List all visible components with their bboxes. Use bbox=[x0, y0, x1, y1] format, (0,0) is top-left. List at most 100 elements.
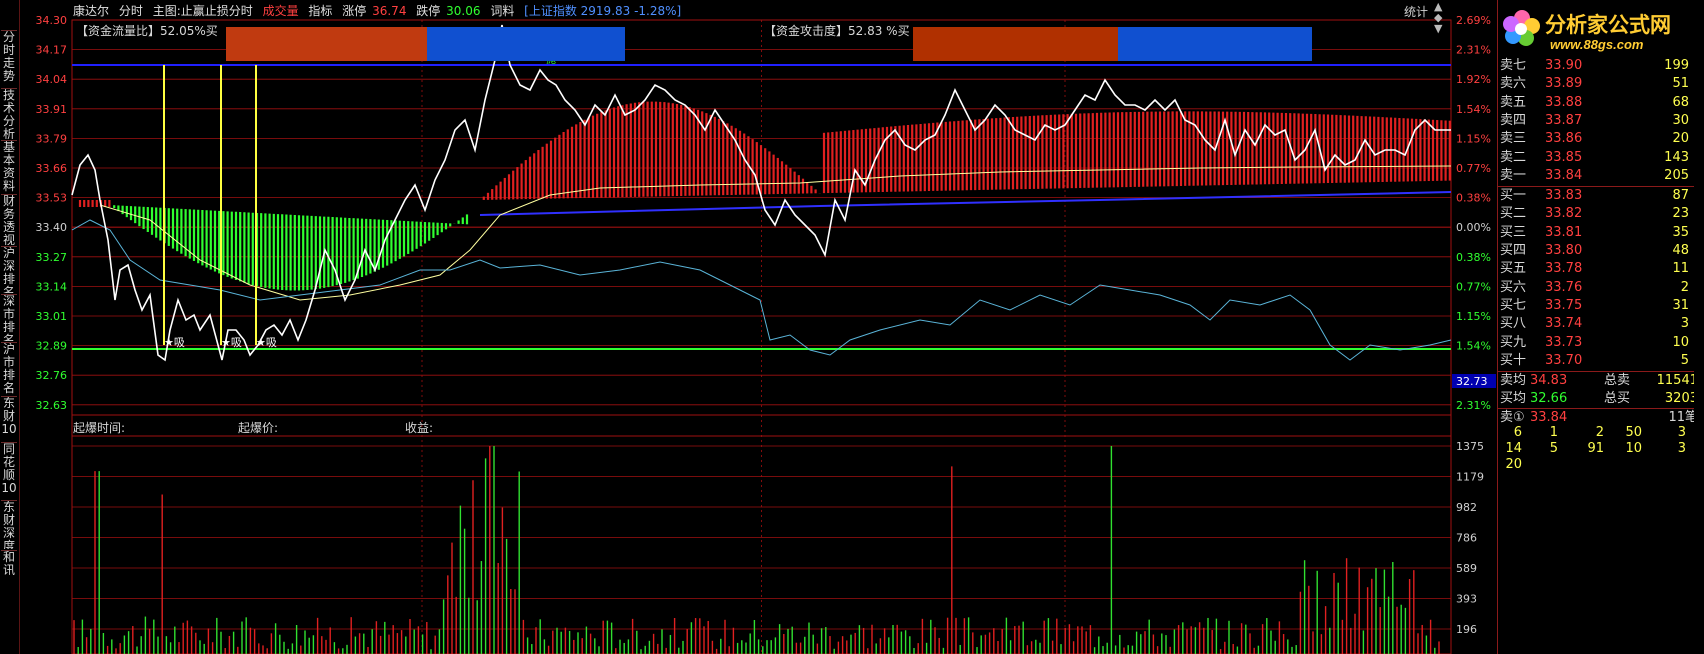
limit-up-label: 涨停 bbox=[342, 4, 367, 18]
pct-tick-label: 1.54% bbox=[1456, 103, 1491, 116]
nav-tab-6[interactable]: 沪市排名 bbox=[1, 342, 17, 395]
pct-tick-label: 0.77% bbox=[1456, 162, 1491, 175]
ob-volume: 68 bbox=[1672, 94, 1689, 110]
volume-tick-label: 1179 bbox=[1456, 471, 1484, 484]
stock-name: 康达尔 bbox=[73, 4, 110, 18]
menu-volume[interactable]: 成交量 bbox=[262, 4, 299, 18]
ob-price: 33.82 bbox=[1545, 206, 1583, 222]
bid-row[interactable]: 买七 33.75 31 bbox=[1500, 297, 1695, 315]
ob-volume: 87 bbox=[1672, 188, 1689, 204]
tick-row: 14 5 91 10 3 bbox=[1505, 441, 1686, 457]
buy-marker: ★吸 bbox=[164, 336, 185, 349]
nav-tab-3[interactable]: 财务透视 bbox=[1, 194, 17, 245]
limit-down-label: 跌停 bbox=[416, 4, 441, 18]
average-line bbox=[99, 165, 1452, 301]
volume-tick-label: 1375 bbox=[1456, 440, 1484, 453]
bid-row[interactable]: 买五 33.78 11 bbox=[1500, 260, 1695, 278]
flower-icon bbox=[1503, 10, 1540, 46]
ask-row[interactable]: 卖六 33.89 51 bbox=[1500, 75, 1695, 93]
flow-ratio-bar-red bbox=[226, 27, 427, 61]
ob-label: 卖一 bbox=[1500, 167, 1527, 183]
ob-label: 买四 bbox=[1500, 243, 1527, 258]
order-book-panel: 分析家公式网 www.88gs.com 卖七 33.90 199 卖六 33.89 51 卖… bbox=[1497, 0, 1704, 654]
nav-tab-9[interactable]: 东财深度 bbox=[1, 500, 17, 549]
price-tick-label: 33.27 bbox=[36, 251, 68, 264]
ob-label: 买三 bbox=[1500, 224, 1527, 240]
ob-label: 买九 bbox=[1500, 334, 1527, 350]
volume-tick-label: 982 bbox=[1456, 501, 1477, 514]
bid-row[interactable]: 买三 33.81 35 bbox=[1500, 224, 1695, 242]
bid-row[interactable]: 买十 33.70 5 bbox=[1500, 352, 1695, 370]
nav-tab-2[interactable]: 基本资料 bbox=[1, 140, 17, 193]
chart-header: 康达尔 分时 主图:止赢止损分时 成交量 指标 涨停 36.74 跌停 30.0… bbox=[73, 2, 687, 20]
ob-volume: 30 bbox=[1672, 112, 1689, 128]
ask-row[interactable]: 卖七 33.90 199 bbox=[1500, 57, 1695, 75]
nav-tab-4[interactable]: 沪深排名 bbox=[1, 246, 17, 293]
bid-row[interactable]: 买四 33.80 48 bbox=[1500, 242, 1695, 260]
ob-label: 买一 bbox=[1500, 188, 1527, 204]
price-tick-label: 33.40 bbox=[36, 221, 68, 234]
subpanel-label-1: 起爆价: bbox=[238, 421, 278, 435]
ob-price: 33.83 bbox=[1545, 188, 1583, 204]
ask-row[interactable]: 卖四 33.87 30 bbox=[1500, 112, 1695, 130]
bid-row[interactable]: 买八 33.74 3 bbox=[1500, 315, 1695, 333]
ob-price: 33.88 bbox=[1545, 94, 1583, 110]
ob-price: 33.85 bbox=[1545, 149, 1583, 165]
index-quote[interactable]: [上证指数 2919.83 -1.28%] bbox=[524, 4, 682, 18]
ob-label: 买八 bbox=[1500, 316, 1527, 332]
bid-row[interactable]: 买六 33.76 2 bbox=[1500, 279, 1695, 297]
volume-tick-label: 196 bbox=[1456, 623, 1477, 636]
nav-tab-8[interactable]: 同花顺10 bbox=[1, 442, 17, 499]
ask-row[interactable]: 卖五 33.88 68 bbox=[1500, 94, 1695, 112]
ob-label: 买七 bbox=[1500, 297, 1527, 313]
nav-tab-7[interactable]: 东财10 bbox=[1, 396, 17, 441]
volume-tick-label: 589 bbox=[1456, 562, 1477, 575]
ob-label: 买十 bbox=[1500, 352, 1527, 368]
price-tick-label: 34.17 bbox=[36, 44, 68, 57]
ob-price: 33.80 bbox=[1545, 243, 1583, 258]
ob-volume: 5 bbox=[1680, 352, 1689, 368]
price-tick-label: 32.63 bbox=[36, 399, 68, 412]
ob-volume: 31 bbox=[1672, 297, 1689, 313]
ask-row[interactable]: 卖一 33.84 205 bbox=[1500, 167, 1695, 185]
menu-fenshi[interactable]: 分时 bbox=[118, 4, 143, 18]
ob-price: 33.76 bbox=[1545, 279, 1583, 295]
ob-price: 33.89 bbox=[1545, 76, 1583, 92]
summary-row: 买均 32.66 总买 3203 bbox=[1500, 391, 1698, 407]
ob-price: 33.78 bbox=[1545, 261, 1583, 277]
buy-marker: ★吸 bbox=[221, 336, 242, 349]
nav-tab-1[interactable]: 技术分析 bbox=[1, 88, 17, 139]
ob-price: 33.75 bbox=[1545, 297, 1583, 313]
ob-label: 卖二 bbox=[1500, 149, 1527, 165]
ob-volume: 51 bbox=[1672, 76, 1689, 92]
pct-tick-label: 2.31% bbox=[1456, 44, 1491, 57]
bid-row[interactable]: 买九 33.73 10 bbox=[1500, 334, 1695, 352]
price-tick-label: 33.79 bbox=[36, 132, 68, 145]
logo-url: www.88gs.com bbox=[1550, 37, 1644, 52]
price-tick-label: 33.91 bbox=[36, 103, 68, 116]
ob-volume: 23 bbox=[1672, 206, 1689, 222]
intraday-chart[interactable]: 34.30 2.69% 34.17 2.31% 34.04 1.92% 33.91 1.54%… bbox=[0, 0, 1497, 654]
ob-volume: 10 bbox=[1672, 334, 1689, 350]
window-controls[interactable]: ▲ ◆ ▼ bbox=[1434, 0, 1443, 35]
separator bbox=[1498, 186, 1704, 188]
price-line bbox=[71, 24, 1451, 362]
menu-main-chart[interactable]: 主图:止赢止损分时 bbox=[152, 4, 253, 18]
stats-button[interactable]: 统计 bbox=[1404, 5, 1429, 19]
menu-data[interactable]: 词料 bbox=[490, 4, 515, 18]
nav-tab-10[interactable]: 和讯 bbox=[1, 550, 17, 589]
bid-row[interactable]: 买二 33.82 23 bbox=[1500, 205, 1695, 223]
secondary-line bbox=[71, 219, 1452, 361]
nav-tab-0[interactable]: 分时走势 bbox=[1, 30, 17, 87]
subpanel-label-2: 收益: bbox=[405, 421, 433, 435]
ask-row[interactable]: 卖二 33.85 143 bbox=[1500, 149, 1695, 167]
pct-tick-label: 2.31% bbox=[1456, 399, 1491, 412]
current-price-tag-text: 32.73 bbox=[1456, 375, 1488, 388]
ask-row[interactable]: 卖三 33.86 20 bbox=[1500, 130, 1695, 148]
volume-tick-label: 786 bbox=[1456, 532, 1477, 545]
menu-indicator[interactable]: 指标 bbox=[308, 4, 333, 18]
bid-row[interactable]: 买一 33.83 87 bbox=[1500, 187, 1695, 205]
pct-tick-label: 1.15% bbox=[1456, 310, 1491, 323]
nav-tab-5[interactable]: 深市排名 bbox=[1, 294, 17, 341]
flow-ratio-label: 【资金流量比】52.05%买 bbox=[76, 23, 218, 38]
